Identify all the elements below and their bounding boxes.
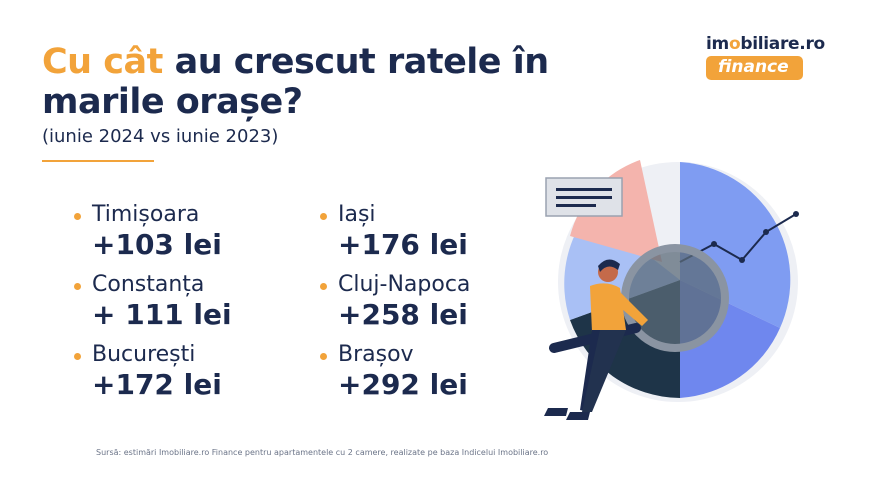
trend-point [711,241,717,247]
bullet-icon [74,213,81,220]
city-name: Timișoara [92,202,200,227]
bullet-icon [74,283,81,290]
city-amount: +172 lei [92,368,222,401]
city-amount: +176 lei [338,228,468,261]
brand-logo: imobiliare.ro finance [706,34,838,80]
bullet-icon [74,353,81,360]
person-leg-right [582,330,626,412]
city-name: Constanța [92,272,205,297]
magnifier-lens-icon [621,244,729,352]
trend-point [739,257,745,263]
city-amount: +292 lei [338,368,468,401]
bullet-icon [320,213,327,220]
source-note: Sursă: estimări Imobiliare.ro Finance pe… [96,448,549,457]
title-divider [42,160,154,162]
title-rest: au crescut ratele în marile orașe? [42,42,549,122]
city-name: Brașov [338,342,414,367]
city-amount: +258 lei [338,298,468,331]
note-line [556,204,596,207]
city-name: Iași [338,202,376,227]
logo-suffix: biliare.ro [740,34,825,54]
logo-badge: finance [706,56,803,80]
logo-prefix: im [706,34,729,54]
logo-wordmark: imobiliare.ro [706,34,838,54]
bullet-icon [320,283,327,290]
illustration-pie-magnifier [544,160,799,420]
city-name: București [92,342,196,367]
city-amount: +103 lei [92,228,222,261]
trend-point [763,229,769,235]
page-title: Cu cât au crescut ratele în marile orașe… [42,42,642,122]
note-line [556,188,612,191]
person-shoe [566,412,590,420]
city-amount: + 111 lei [92,298,232,331]
bullet-icon [320,353,327,360]
person-arm [616,292,648,326]
person-shirt [590,283,626,332]
note-line [556,196,612,199]
city-name: Cluj-Napoca [338,272,471,297]
person-shoe [544,408,568,416]
logo-dot: o [728,34,741,54]
page-subtitle: (iunie 2024 vs iunie 2023) [42,126,279,147]
trend-point [793,211,799,217]
person-hair [598,259,620,272]
title-accent: Cu cât [42,42,163,82]
